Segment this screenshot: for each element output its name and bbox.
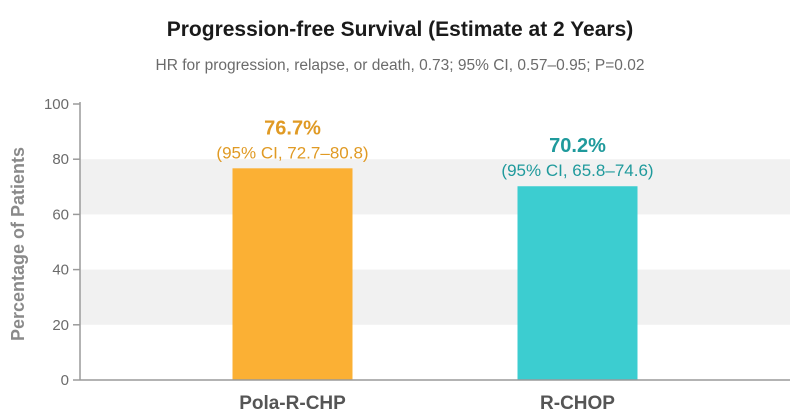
ci-label: (95% CI, 65.8–74.6) (501, 161, 653, 180)
grid-band (80, 159, 790, 215)
x-category-label: Pola-R-CHP (239, 393, 346, 414)
y-tick-label: 60 (52, 206, 69, 223)
bar-pola-r-chp (232, 168, 353, 380)
x-axis-categories: Pola-R-CHP R-CHOP (239, 393, 615, 414)
bar-r-chop (517, 186, 638, 380)
chart-title: Progression-free Survival (Estimate at 2… (167, 18, 634, 41)
value-label: 70.2% (549, 135, 606, 157)
grid-band (80, 269, 790, 325)
bars (232, 168, 638, 380)
y-tick-label: 40 (52, 262, 69, 279)
y-axis-ticks: 0 20 40 60 80 100 (44, 96, 80, 389)
y-axis-label: Percentage of Patients (8, 147, 28, 341)
data-labels: 76.7% (95% CI, 72.7–80.8) 70.2% (95% CI, 65… (216, 117, 653, 180)
x-category-label: R-CHOP (540, 393, 615, 414)
y-tick-label: 80 (52, 151, 69, 168)
value-label: 76.7% (264, 117, 321, 139)
y-tick-label: 100 (44, 96, 69, 113)
chart-subtitle: HR for progression, relapse, or death, 0… (156, 57, 645, 74)
y-tick-label: 20 (52, 317, 69, 334)
grid-bands (80, 159, 790, 325)
y-tick-label: 0 (61, 372, 69, 389)
ci-label: (95% CI, 72.7–80.8) (216, 143, 368, 162)
